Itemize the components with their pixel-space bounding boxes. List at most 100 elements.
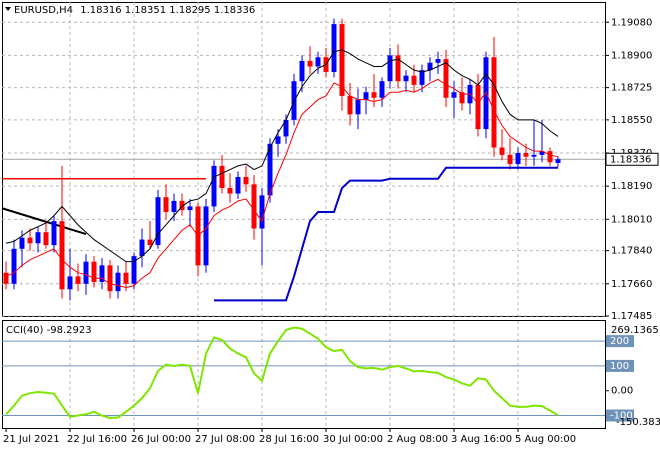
candle-body bbox=[275, 136, 281, 144]
candle-body bbox=[187, 206, 193, 211]
candle-body bbox=[67, 276, 73, 290]
x-tick-label: 22 Jul 16:00 bbox=[67, 434, 127, 445]
symbol: EURUSD,H4 bbox=[14, 5, 73, 16]
level-box bbox=[606, 335, 634, 348]
y-tick-label: 1.17660 bbox=[611, 279, 652, 290]
close: 1.18336 bbox=[214, 5, 255, 16]
candle-body bbox=[547, 151, 553, 163]
candle-body bbox=[315, 57, 321, 67]
price-label: 1.18336 bbox=[610, 154, 651, 165]
indicator-last: -98.2923 bbox=[47, 325, 92, 336]
indicator-panel bbox=[2, 320, 606, 429]
candle-body bbox=[11, 248, 17, 284]
y-tick-label: 1.18900 bbox=[611, 50, 652, 61]
candle-body bbox=[539, 151, 545, 155]
y-tick-label: 0.00 bbox=[611, 386, 633, 397]
candle-body bbox=[243, 176, 249, 185]
candle-body bbox=[123, 272, 129, 284]
candle-body bbox=[299, 60, 305, 82]
x-tick-label: 21 Jul 2021 bbox=[3, 434, 60, 445]
y-tick-label: 1.18010 bbox=[611, 214, 652, 225]
candle-body bbox=[75, 276, 81, 284]
candle-body bbox=[475, 84, 481, 130]
x-tick-label: 26 Jul 00:00 bbox=[131, 434, 191, 445]
x-tick-label: 5 Aug 00:00 bbox=[515, 434, 576, 445]
candle-body bbox=[411, 75, 417, 85]
x-tick-label: 28 Jul 16:00 bbox=[259, 434, 319, 445]
candle-body bbox=[91, 261, 97, 282]
x-tick-label: 3 Aug 16:00 bbox=[451, 434, 512, 445]
candle-body bbox=[131, 256, 137, 284]
candle-body bbox=[235, 176, 241, 194]
header: EURUSD,H4 1.18316 1.18351 1.18295 1.1833… bbox=[14, 5, 255, 16]
high: 1.18351 bbox=[125, 5, 166, 16]
candle-body bbox=[107, 265, 113, 292]
level-label: 100 bbox=[610, 361, 629, 372]
candle-body bbox=[387, 55, 393, 82]
candle-body bbox=[379, 81, 385, 98]
open: 1.18316 bbox=[80, 5, 121, 16]
trend-line bbox=[1, 207, 87, 236]
candle-body bbox=[435, 59, 441, 63]
candle-body bbox=[51, 221, 57, 246]
candle-body bbox=[171, 200, 177, 212]
candle-body bbox=[203, 206, 209, 266]
y-tick-label: 1.18550 bbox=[611, 115, 652, 126]
candle-body bbox=[339, 24, 345, 96]
series-line bbox=[5, 78, 559, 288]
candle-body bbox=[115, 272, 121, 292]
candle-body bbox=[227, 188, 233, 194]
candle-body bbox=[395, 55, 401, 82]
candle-body bbox=[27, 237, 33, 244]
candle-body bbox=[403, 75, 409, 82]
candle-body bbox=[427, 62, 433, 71]
x-tick-label: 27 Jul 08:00 bbox=[195, 434, 255, 445]
candle-body bbox=[363, 92, 369, 100]
candle-body bbox=[259, 195, 265, 229]
candle-body bbox=[531, 154, 537, 157]
series-line bbox=[5, 326, 559, 419]
candle-body bbox=[507, 154, 513, 165]
indicator-header: CCI(40) -98.2923 bbox=[6, 325, 92, 336]
candle-body bbox=[443, 59, 449, 98]
level-label: -100 bbox=[610, 411, 633, 422]
level-box bbox=[606, 409, 634, 422]
candle-body bbox=[555, 159, 561, 163]
menu-arrow[interactable] bbox=[5, 7, 11, 11]
candle-body bbox=[371, 92, 377, 98]
candle-body bbox=[451, 92, 457, 98]
candle-body bbox=[3, 272, 9, 284]
y-tick-label: 1.17485 bbox=[611, 311, 652, 322]
x-tick-label: 30 Jul 00:00 bbox=[323, 434, 383, 445]
candle-body bbox=[419, 70, 425, 85]
candle-body bbox=[347, 95, 353, 115]
candle-body bbox=[179, 200, 185, 211]
indicator-max: 269.1365 bbox=[611, 325, 659, 336]
y-tick-label: 1.18725 bbox=[611, 83, 652, 94]
series-line bbox=[214, 166, 558, 302]
candle-body bbox=[283, 119, 289, 137]
y-tick-label: 1.17840 bbox=[611, 246, 652, 257]
candle-body bbox=[523, 153, 529, 157]
level-label: 200 bbox=[610, 336, 629, 347]
y-tick-label: 1.19080 bbox=[611, 17, 652, 28]
candle-body bbox=[43, 232, 49, 246]
candle-body bbox=[147, 239, 153, 246]
candle-body bbox=[491, 57, 497, 148]
candle-body bbox=[163, 197, 169, 212]
candle-body bbox=[307, 60, 313, 67]
x-tick-label: 2 Aug 08:00 bbox=[387, 434, 448, 445]
candle-body bbox=[331, 24, 337, 72]
candle-body bbox=[83, 261, 89, 284]
candle-body bbox=[499, 147, 505, 155]
candle-body bbox=[139, 239, 145, 257]
candle-body bbox=[267, 143, 273, 196]
indicator-min: -150.3831 bbox=[616, 417, 660, 428]
low: 1.18295 bbox=[169, 5, 210, 16]
series-line bbox=[5, 49, 559, 263]
candle-body bbox=[219, 165, 225, 189]
price-box bbox=[605, 152, 659, 166]
level-box bbox=[606, 359, 634, 372]
y-tick-label: 1.18190 bbox=[611, 181, 652, 192]
